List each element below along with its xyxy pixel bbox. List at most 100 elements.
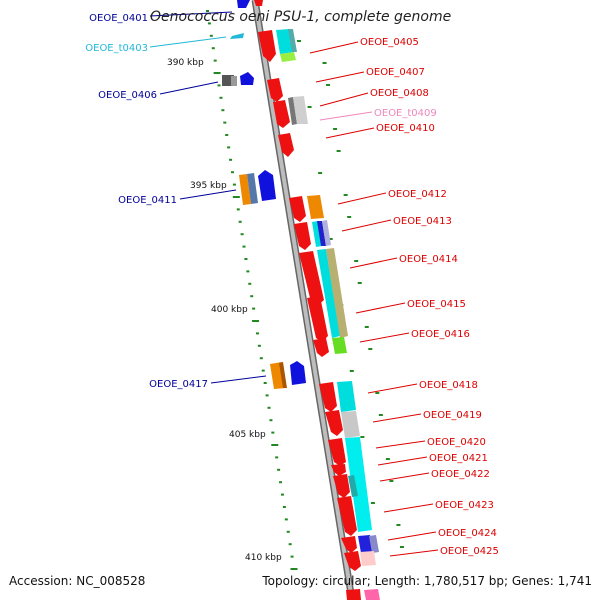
scale-tick: [370, 502, 375, 504]
scale-tick: [265, 394, 269, 397]
scale-tick: [271, 444, 279, 446]
gene-label[interactable]: OEOE_0410: [376, 123, 435, 134]
gene-oeoe-0424-box: [358, 535, 373, 553]
scale-tick: [257, 344, 261, 347]
scale-tick: [290, 568, 298, 570]
scale-tick: [354, 260, 359, 262]
gene-oeoe-0420-arrow: [328, 438, 346, 466]
scale-tick: [336, 150, 341, 152]
scale-tick: [238, 220, 242, 223]
scale-tick: [255, 332, 259, 335]
gene-label[interactable]: OEOE_0418: [419, 380, 478, 391]
scale-tick: [229, 158, 233, 161]
scale-tick: [209, 34, 213, 37]
scale-tick: [275, 456, 279, 459]
gene-label[interactable]: OEOE_0412: [388, 189, 447, 200]
gene-oeoe-0419-arrow: [325, 410, 343, 436]
gene-label[interactable]: OEOE_0420: [427, 437, 486, 448]
scale-tick: [242, 245, 246, 248]
scale-tick: [282, 506, 286, 508]
gene-oeoe-0406-arrow: [240, 72, 254, 85]
gene-label[interactable]: OEOE_0406: [98, 90, 157, 101]
gene-oeoe-0412-box: [307, 195, 324, 219]
scale-tick: [232, 196, 240, 198]
scale-tick: [290, 555, 294, 558]
scale-tick: [261, 369, 265, 372]
gene-label[interactable]: OEOE_0421: [429, 453, 488, 464]
gene-oeoe-0416-box: [332, 337, 347, 354]
scale-tick: [280, 493, 284, 496]
scale-tick: [396, 524, 401, 526]
gene-oeoe-0414-box2: [326, 248, 348, 338]
gene-labels: OEOE_0401 OEOE_t0403 OEOE_0405 OEOE_0406…: [85, 13, 499, 557]
gene-label[interactable]: OEOE_0405: [360, 37, 419, 48]
gene-label[interactable]: OEOE_0419: [423, 410, 482, 421]
gene-oeoe-0408-arrow: [273, 100, 290, 128]
gene-label[interactable]: OEOE_0401: [89, 13, 148, 24]
gene-oeoe-0416-arrow: [313, 338, 329, 357]
gene-oeoe-0413-arrow: [294, 222, 311, 250]
gene-oeoe-0421-arrow: [331, 464, 346, 476]
gene-oeoe-0415-arrow: [307, 296, 328, 342]
gene-label[interactable]: OEOE_0422: [431, 469, 490, 480]
gene-oeoe-t0403-arrow: [230, 33, 244, 39]
gene-label[interactable]: OEOE_0417: [149, 379, 208, 390]
gene-label[interactable]: OEOE_0411: [118, 195, 177, 206]
gene-oeoe-0411-arrow: [258, 170, 276, 201]
scale-tick: [368, 348, 373, 350]
scale-label-405: 405 kbp: [229, 430, 266, 440]
scale-tick: [225, 134, 229, 136]
scale-tick: [343, 194, 348, 196]
gene-label[interactable]: OEOE_0413: [393, 216, 452, 227]
gene-label[interactable]: OEOE_0425: [440, 546, 499, 557]
gene-label[interactable]: OEOE_t0403: [85, 43, 148, 54]
gene-oeoe-0406-box: [222, 75, 234, 86]
scale-tick: [347, 216, 352, 218]
gene-oeoe-0410-arrow: [278, 133, 294, 157]
gene-oeoe-0425-box: [360, 551, 376, 566]
gene-extra-bottom-1: [346, 589, 361, 600]
scale-tick: [263, 382, 267, 384]
scale-tick: [227, 146, 231, 149]
gene-oeoe-0419-box: [341, 411, 360, 438]
gene-oeoe-0414-box: [317, 249, 340, 338]
scale-tick: [223, 121, 227, 124]
gene-label[interactable]: OEOE_0414: [399, 254, 458, 265]
gene-oeoe-0420-box: [345, 437, 372, 532]
gene-oeoe-0417-arrow: [290, 361, 306, 385]
scale-tick: [206, 10, 209, 12]
gene-extra-bottom-2: [364, 589, 380, 600]
gene-oeoe-0418-box: [337, 381, 356, 412]
scale-tick: [349, 370, 354, 372]
gene-label[interactable]: OEOE_0407: [366, 67, 425, 78]
gene-oeoe-0418-arrow: [319, 382, 337, 412]
scale-tick: [284, 518, 288, 521]
scale-label-395: 395 kbp: [190, 181, 227, 191]
gene-label[interactable]: OEOE_t0409: [374, 108, 437, 119]
gene-label[interactable]: OEOE_0408: [370, 88, 429, 99]
scale-tick: [230, 171, 234, 174]
gene-label[interactable]: OEOE_0415: [407, 299, 466, 310]
gene-oeoe-0405-box3: [288, 29, 297, 52]
gene-label[interactable]: OEOE_0424: [438, 528, 497, 539]
scale-tick: [244, 258, 248, 260]
gene-oeoe-0413-box2: [317, 221, 326, 246]
gene-oeoe-0401-plus: [254, 0, 263, 6]
scale-tick: [279, 481, 283, 484]
gene-label[interactable]: OEOE_0416: [411, 329, 470, 340]
gene-oeoe-0422-arrow: [333, 474, 350, 498]
scale-tick: [328, 238, 333, 240]
scale-tick: [211, 47, 215, 50]
gene-oeoe-0423-arrow: [337, 496, 357, 536]
scale-tick: [297, 40, 301, 42]
gene-oeoe-0424-box2: [369, 535, 379, 553]
gene-label[interactable]: OEOE_0423: [435, 500, 494, 511]
scale-tick: [213, 72, 221, 74]
gene-oeoe-0413-box: [312, 221, 322, 247]
gene-oeoe-0424-arrow: [341, 536, 357, 553]
scale-tick: [236, 208, 240, 211]
scale-ticks: [206, 10, 404, 570]
scale-tick: [277, 468, 281, 471]
gene-oeoe-0417-box2: [279, 362, 287, 388]
